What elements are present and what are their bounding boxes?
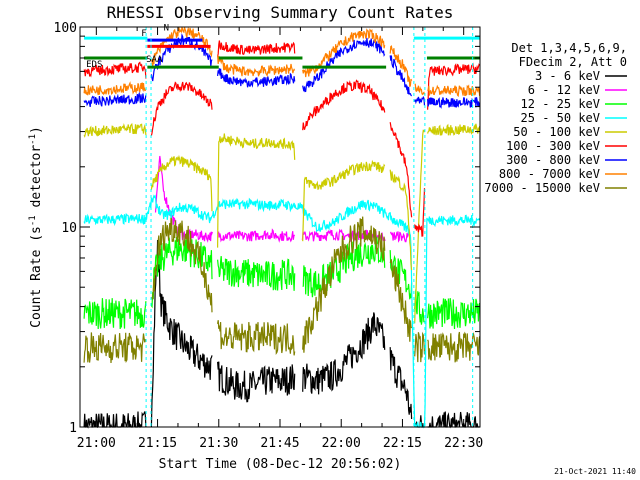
y-axis-label-exp-1: -1 — [28, 215, 38, 226]
y-axis-label-main: Count Rate (s — [29, 226, 44, 328]
x-tick-label-2115: 21:15 — [138, 436, 177, 451]
legend-label-800-7000-kev: 800 - 7000 keV — [499, 167, 600, 181]
x-tick-label-2145: 21:45 — [260, 436, 299, 451]
chart-title: RHESSI Observing Summary Count Rates — [107, 3, 454, 22]
x-axis-label: Start Time (08-Dec-12 20:56:02) — [159, 457, 402, 472]
legend-label-100-300-kev: 100 - 300 keV — [506, 139, 600, 153]
series-50-100-kev — [83, 122, 481, 324]
x-tick-label-2200: 22:00 — [322, 436, 361, 451]
legend-label-3-6-kev: 3 - 6 keV — [535, 69, 600, 83]
legend: Det 1,3,4,5,6,9, FDecim 2, Att 0 3 - 6 k… — [484, 41, 627, 195]
y-tick-label-10: 10 — [61, 221, 77, 236]
y-axis-label-tail: detector — [29, 145, 44, 216]
y-axis-label-close: ) — [29, 126, 44, 134]
x-tick-label-2100: 21:00 — [77, 436, 116, 451]
series-800-7000-kev — [83, 26, 481, 98]
y-axis-label: Count Rate (s-1 detector-1) — [28, 126, 44, 328]
legend-label-7000-15000-kev: 7000 - 15000 keV — [484, 181, 600, 195]
flag-layer: F N EDS SAA — [84, 24, 480, 427]
x-tick-label-2130: 21:30 — [199, 436, 238, 451]
legend-header-line-2: FDecim 2, Att 0 — [519, 55, 627, 69]
flag-label-eds: EDS — [86, 60, 102, 70]
series-7000-15000-kev — [83, 216, 481, 364]
legend-label-12-25-kev: 12 - 25 keV — [521, 97, 600, 111]
flag-label-saa: SAA — [146, 55, 163, 65]
x-tick-label-2230: 22:30 — [444, 436, 483, 451]
x-tick-label-2215: 22:15 — [383, 436, 422, 451]
series-6-12-kev — [154, 155, 411, 243]
legend-label-25-50-kev: 25 - 50 keV — [521, 111, 600, 125]
series-300-800-kev — [83, 33, 481, 109]
legend-label-6-12-kev: 6 - 12 keV — [528, 83, 600, 97]
y-tick-label-1: 1 — [69, 421, 77, 436]
timestamp: 21-Oct-2021 11:40 — [554, 467, 636, 476]
y-tick-label-100: 100 — [54, 21, 77, 36]
legend-label-300-800-kev: 300 - 800 keV — [506, 153, 600, 167]
legend-header-line-1: Det 1,3,4,5,6,9, — [511, 41, 627, 55]
legend-label-50-100-kev: 50 - 100 keV — [513, 125, 600, 139]
series-100-300-kev — [83, 40, 481, 237]
y-axis-label-exp-2: -1 — [28, 134, 38, 145]
flag-label-n: N — [164, 24, 169, 34]
flag-label-f: F — [141, 29, 146, 39]
axis-layer: 21:00 21:15 21:30 21:45 22:00 22:15 22:30 1 10 10… — [54, 21, 484, 451]
